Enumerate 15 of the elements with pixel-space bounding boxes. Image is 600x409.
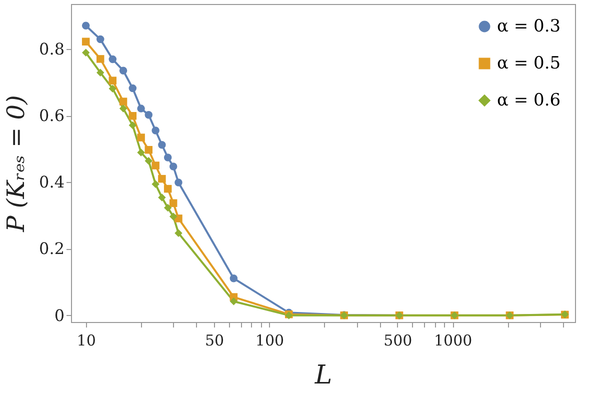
x-axis-title: L <box>314 360 332 390</box>
legend-label: α = 0.6 <box>497 90 561 110</box>
y-tick-label: 0 <box>54 306 64 325</box>
x-tick-label: 100 <box>255 332 284 350</box>
y-tick-label: 0.8 <box>39 39 64 58</box>
x-tick-label: 1000 <box>434 332 472 350</box>
x-tick-label: 500 <box>384 332 412 350</box>
legend-label: α = 0.3 <box>497 16 561 36</box>
x-tick-label: 50 <box>204 332 224 350</box>
y-tick-label: 0.4 <box>39 172 64 192</box>
x-tick-label: 10 <box>76 332 96 350</box>
y-axis-title: P (Kᵣₑₛ = 0) <box>2 95 30 233</box>
y-tick-label: 0.6 <box>39 106 64 126</box>
y-tick-label: 0.2 <box>39 239 64 258</box>
legend-label: α = 0.5 <box>497 54 561 74</box>
